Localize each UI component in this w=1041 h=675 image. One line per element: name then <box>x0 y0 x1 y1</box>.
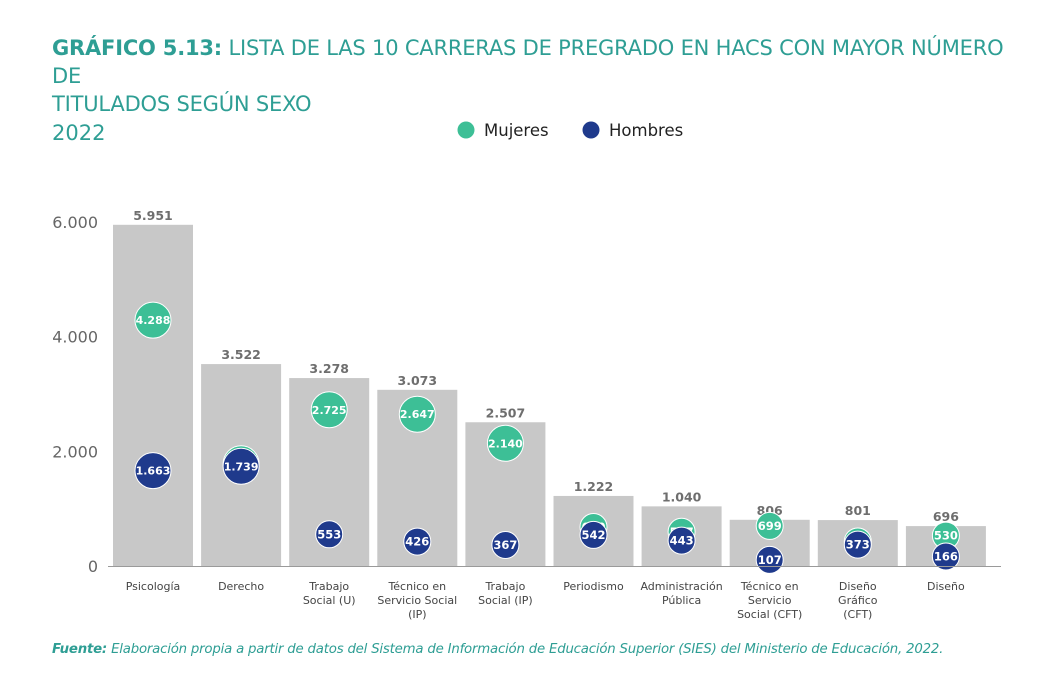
x-category-label: Diseño <box>839 580 877 593</box>
hombres-value-label: 367 <box>493 538 517 552</box>
legend-marker-hombres <box>582 121 600 139</box>
chart-title-block: GRÁFICO 5.13: LISTA DE LAS 10 CARRERAS D… <box>52 34 1027 148</box>
x-category-label: Derecho <box>218 580 264 593</box>
x-category-label: (IP) <box>408 608 426 621</box>
source-label: Fuente: <box>52 642 108 657</box>
source-text: Elaboración propia a partir de datos del… <box>111 642 944 657</box>
chart-title-line-1: GRÁFICO 5.13: LISTA DE LAS 10 CARRERAS D… <box>52 34 1027 90</box>
total-label: 2.507 <box>486 405 526 420</box>
x-category-label: Periodismo <box>563 580 624 593</box>
mujeres-point <box>134 301 172 339</box>
hombres-point <box>134 452 172 490</box>
chart-title-prefix: GRÁFICO 5.13: <box>52 36 223 60</box>
hombres-point <box>667 526 696 555</box>
legend-label-hombres: Hombres <box>609 121 683 140</box>
total-label: 1.040 <box>662 489 702 504</box>
total-label: 3.278 <box>309 361 349 376</box>
mujeres-value-label: 2.647 <box>400 408 435 421</box>
hombres-point <box>843 530 872 559</box>
y-tick-label: 4.000 <box>52 328 98 347</box>
hombres-point <box>579 520 608 549</box>
mujeres-point <box>398 395 436 433</box>
legend-marker-mujeres <box>457 121 475 139</box>
x-category-label: Servicio Social <box>377 594 457 607</box>
hombres-value-label: 1.739 <box>224 460 259 473</box>
x-category-label: Técnico en <box>387 580 446 593</box>
mujeres-point <box>755 511 784 540</box>
source-footer: Fuente: Elaboración propia a partir de d… <box>52 642 943 657</box>
mujeres-value-label: 2.725 <box>312 404 347 417</box>
hombres-value-label: 542 <box>581 528 605 542</box>
chart-title-text: LISTA DE LAS 10 CARRERAS DE PREGRADO EN … <box>52 36 1004 88</box>
mujeres-value-label: 4.288 <box>136 314 171 327</box>
legend-label-mujeres: Mujeres <box>484 121 549 140</box>
x-category-label: Trabajo <box>484 580 525 593</box>
total-label: 3.522 <box>221 347 261 362</box>
mujeres-point <box>310 391 348 429</box>
hombres-point <box>403 527 432 556</box>
x-category-label: Pública <box>662 594 701 607</box>
hombres-point <box>931 542 960 571</box>
mujeres-value-label: 2.140 <box>488 437 523 450</box>
x-category-label: Trabajo <box>308 580 349 593</box>
y-tick-label: 0 <box>88 557 98 576</box>
chart-title-line-2: TITULADOS SEGÚN SEXO <box>52 92 312 116</box>
hombres-value-label: 443 <box>670 534 694 548</box>
x-category-label: Social (U) <box>303 594 356 607</box>
hombres-point <box>491 530 520 559</box>
hombres-value-label: 373 <box>846 538 870 552</box>
x-category-label: Administración <box>640 580 722 593</box>
chart-year: 2022 <box>52 121 106 145</box>
hombres-value-label: 166 <box>934 549 958 563</box>
x-category-label: Social (CFT) <box>737 608 802 621</box>
hombres-value-label: 107 <box>758 553 782 567</box>
hombres-point <box>222 447 260 485</box>
x-category-label: Gráfico <box>838 594 878 607</box>
hombres-value-label: 426 <box>405 535 429 549</box>
x-category-label: (CFT) <box>843 608 872 621</box>
x-category-label: Servicio <box>748 594 792 607</box>
mujeres-value-label: 530 <box>934 529 958 543</box>
x-category-label: Psicología <box>126 580 181 593</box>
x-category-label: Diseño <box>927 580 965 593</box>
mujeres-point <box>486 424 524 462</box>
total-label: 1.222 <box>574 479 614 494</box>
y-tick-label: 6.000 <box>52 213 98 232</box>
total-label: 5.951 <box>133 208 173 223</box>
x-category-label: Social (IP) <box>478 594 533 607</box>
total-label: 801 <box>845 503 871 518</box>
total-label: 696 <box>933 509 959 524</box>
hombres-point <box>315 520 344 549</box>
hombres-value-label: 1.663 <box>136 465 171 478</box>
mujeres-value-label: 699 <box>758 519 782 533</box>
total-label: 3.073 <box>398 373 438 388</box>
x-category-label: Técnico en <box>740 580 799 593</box>
y-tick-label: 2.000 <box>52 442 98 461</box>
total-bar <box>113 224 193 566</box>
hombres-value-label: 553 <box>317 527 341 541</box>
